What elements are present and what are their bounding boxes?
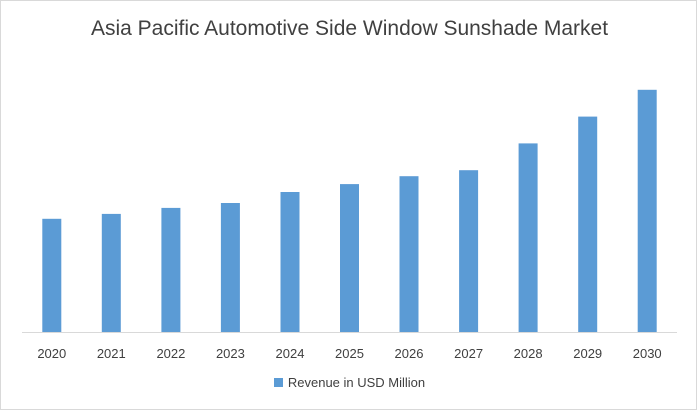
bar-2021 xyxy=(101,213,121,332)
bar-2023 xyxy=(220,203,240,332)
x-tick-label: 2027 xyxy=(454,346,483,361)
bar-2026 xyxy=(399,176,419,332)
legend: Revenue in USD Million xyxy=(1,375,697,390)
bar-2027 xyxy=(459,170,479,332)
x-tick-label: 2021 xyxy=(97,346,126,361)
x-tick-label: 2029 xyxy=(573,346,602,361)
bar-2020 xyxy=(42,218,62,332)
bar-2022 xyxy=(161,207,181,332)
x-tick-label: 2030 xyxy=(633,346,662,361)
x-tick-label: 2022 xyxy=(156,346,185,361)
bar-2029 xyxy=(578,116,598,332)
x-tick-label: 2023 xyxy=(216,346,245,361)
x-tick-label: 2024 xyxy=(276,346,305,361)
bar-2028 xyxy=(518,143,538,332)
bar-2024 xyxy=(280,192,300,332)
bar-2030 xyxy=(637,89,657,332)
x-tick-label: 2020 xyxy=(37,346,66,361)
x-tick-label: 2025 xyxy=(335,346,364,361)
legend-swatch xyxy=(273,378,283,387)
legend-label: Revenue in USD Million xyxy=(287,375,426,390)
bar-2025 xyxy=(340,184,359,332)
x-tick-label: 2028 xyxy=(514,346,543,361)
chart-title: Asia Pacific Automotive Side Window Suns… xyxy=(90,17,609,40)
x-tick-label: 2026 xyxy=(395,346,424,361)
